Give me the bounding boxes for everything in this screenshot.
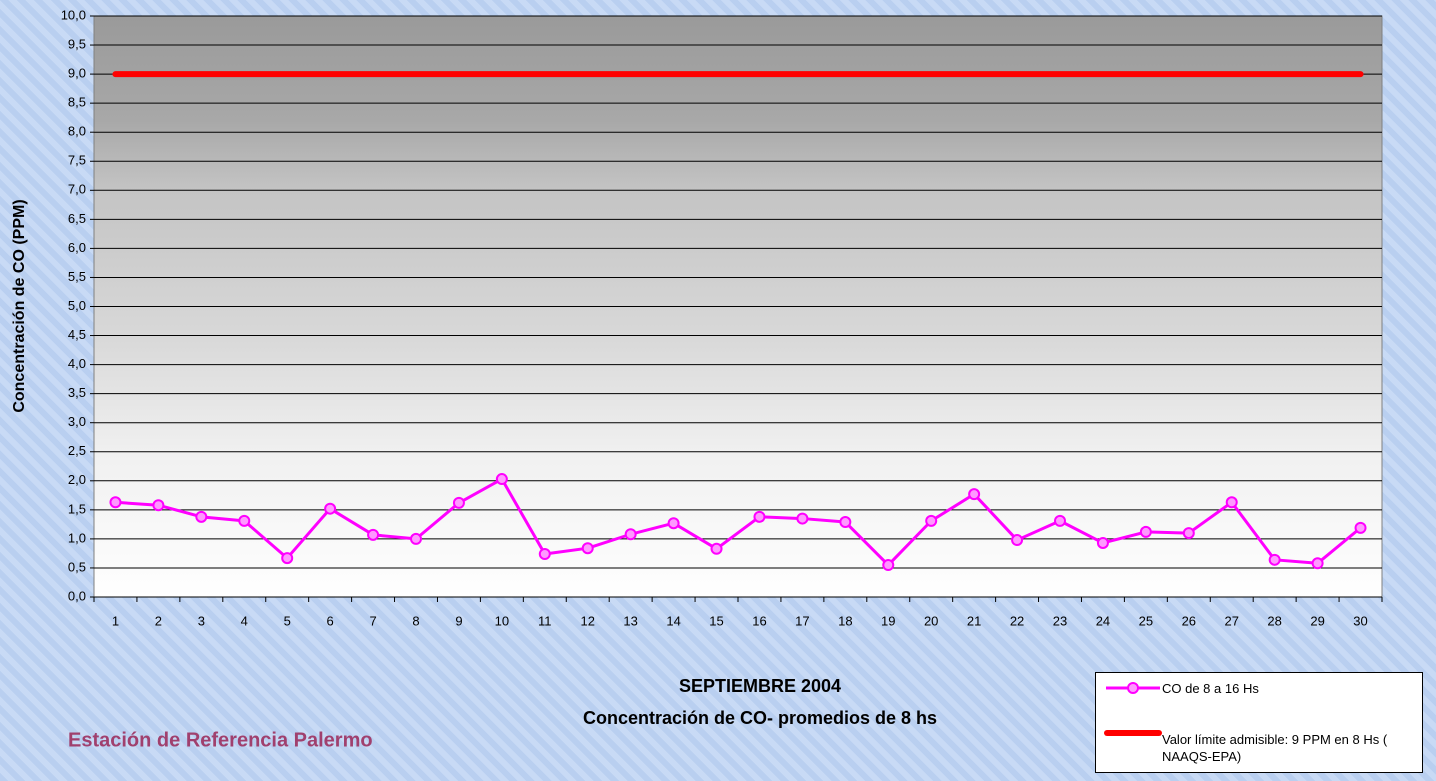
data-point — [495, 473, 508, 486]
data-point — [195, 510, 208, 523]
legend-item: CO de 8 a 16 Hs — [1104, 680, 1412, 697]
x-tick-label: 22 — [1010, 613, 1024, 628]
y-tick-label: 0,0 — [68, 588, 86, 603]
x-tick-label: 24 — [1096, 613, 1110, 628]
y-tick-label: 4,0 — [68, 356, 86, 371]
legend-label: CO de 8 a 16 Hs — [1162, 681, 1259, 696]
y-tick-label: 8,5 — [68, 95, 86, 110]
x-tick-label: 18 — [838, 613, 852, 628]
data-point — [1011, 534, 1024, 547]
x-tick-label: 8 — [412, 613, 419, 628]
x-tick-label: 15 — [709, 613, 723, 628]
data-point — [1225, 496, 1238, 509]
y-tick-label: 6,0 — [68, 240, 86, 255]
y-tick-label: 6,5 — [68, 211, 86, 226]
x-tick-label: 4 — [241, 613, 248, 628]
data-point — [324, 502, 337, 515]
x-tick-label: 13 — [623, 613, 637, 628]
data-point — [1354, 521, 1367, 534]
y-tick-label: 3,0 — [68, 414, 86, 429]
data-point — [882, 559, 895, 572]
data-point — [624, 528, 637, 541]
x-tick-label: 11 — [538, 613, 552, 628]
x-tick-label: 21 — [967, 613, 981, 628]
series-line — [113, 477, 1363, 567]
x-tick-label: 19 — [881, 613, 895, 628]
data-point — [925, 514, 938, 527]
chart-title: SEPTIEMBRE 2004 — [679, 676, 841, 696]
legend-label: Valor límite admisible: 9 PPM en 8 Hs ( … — [1162, 732, 1388, 764]
data-point — [968, 488, 981, 501]
data-point — [796, 512, 809, 525]
data-point — [1054, 514, 1066, 527]
legend-swatch — [1104, 680, 1162, 696]
x-tick-label: 30 — [1353, 613, 1367, 628]
y-tick-label: 7,5 — [68, 153, 86, 168]
x-tick-label: 6 — [327, 613, 334, 628]
x-tick-label: 29 — [1310, 613, 1324, 628]
y-tick-label: 9,5 — [68, 36, 86, 51]
annotation: Estación de Referencia Palermo — [68, 729, 373, 751]
data-point — [410, 532, 422, 545]
y-tick-label: 3,5 — [68, 385, 86, 400]
x-tick-label: 14 — [666, 613, 680, 628]
y-tick-label: 4,5 — [68, 327, 86, 342]
data-point — [581, 542, 594, 555]
y-tick-label: 8,0 — [68, 124, 86, 139]
x-tick-label: 10 — [495, 613, 509, 628]
y-tick-label: 5,0 — [68, 298, 86, 313]
y-axis-label: Concentración de CO (PPM) — [11, 199, 28, 412]
legend-item: Valor límite admisible: 9 PPM en 8 Hs ( … — [1104, 725, 1412, 765]
y-tick-label: 2,5 — [68, 443, 86, 458]
x-tick-label: 5 — [284, 613, 291, 628]
y-tick-label: 7,0 — [68, 182, 86, 197]
data-point — [667, 517, 680, 530]
y-tick-label: 1,5 — [68, 501, 86, 516]
data-point — [1311, 557, 1324, 570]
data-point — [1268, 553, 1281, 566]
data-point — [152, 499, 165, 512]
x-tick-label: 2 — [155, 613, 162, 628]
x-tick-label: 17 — [795, 613, 809, 628]
x-tick-label: 1 — [112, 613, 119, 628]
x-tick-label: 28 — [1267, 613, 1281, 628]
data-point — [109, 496, 122, 509]
x-tick-label: 25 — [1139, 613, 1153, 628]
data-point — [710, 542, 723, 555]
data-point — [281, 552, 294, 565]
x-tick-label: 20 — [924, 613, 938, 628]
data-point — [238, 514, 251, 527]
legend-swatch — [1104, 725, 1162, 741]
data-point — [1096, 536, 1109, 549]
y-tick-label: 0,5 — [68, 559, 86, 574]
x-tick-label: 16 — [752, 613, 766, 628]
data-point — [538, 548, 551, 561]
data-point — [367, 528, 380, 541]
chart-subtitle: Concentración de CO- promedios de 8 hs — [583, 708, 937, 728]
y-tick-label: 10,0 — [61, 7, 86, 22]
x-tick-label: 23 — [1053, 613, 1067, 628]
x-tick-label: 27 — [1224, 613, 1238, 628]
data-point — [1139, 525, 1152, 538]
data-point — [753, 510, 766, 523]
x-tick-label: 9 — [455, 613, 462, 628]
y-tick-label: 1,0 — [68, 530, 86, 545]
x-tick-label: 12 — [580, 613, 594, 628]
data-point — [839, 516, 852, 529]
y-tick-label: 9,0 — [68, 66, 86, 81]
y-tick-label: 2,0 — [68, 472, 86, 487]
x-tick-label: 3 — [198, 613, 205, 628]
data-point — [452, 496, 465, 509]
legend: CO de 8 a 16 Hs Valor límite admisible: 9… — [1095, 672, 1423, 773]
data-point — [1182, 527, 1195, 540]
y-tick-label: 5,5 — [68, 269, 86, 284]
x-tick-label: 26 — [1182, 613, 1196, 628]
x-tick-label: 7 — [369, 613, 376, 628]
